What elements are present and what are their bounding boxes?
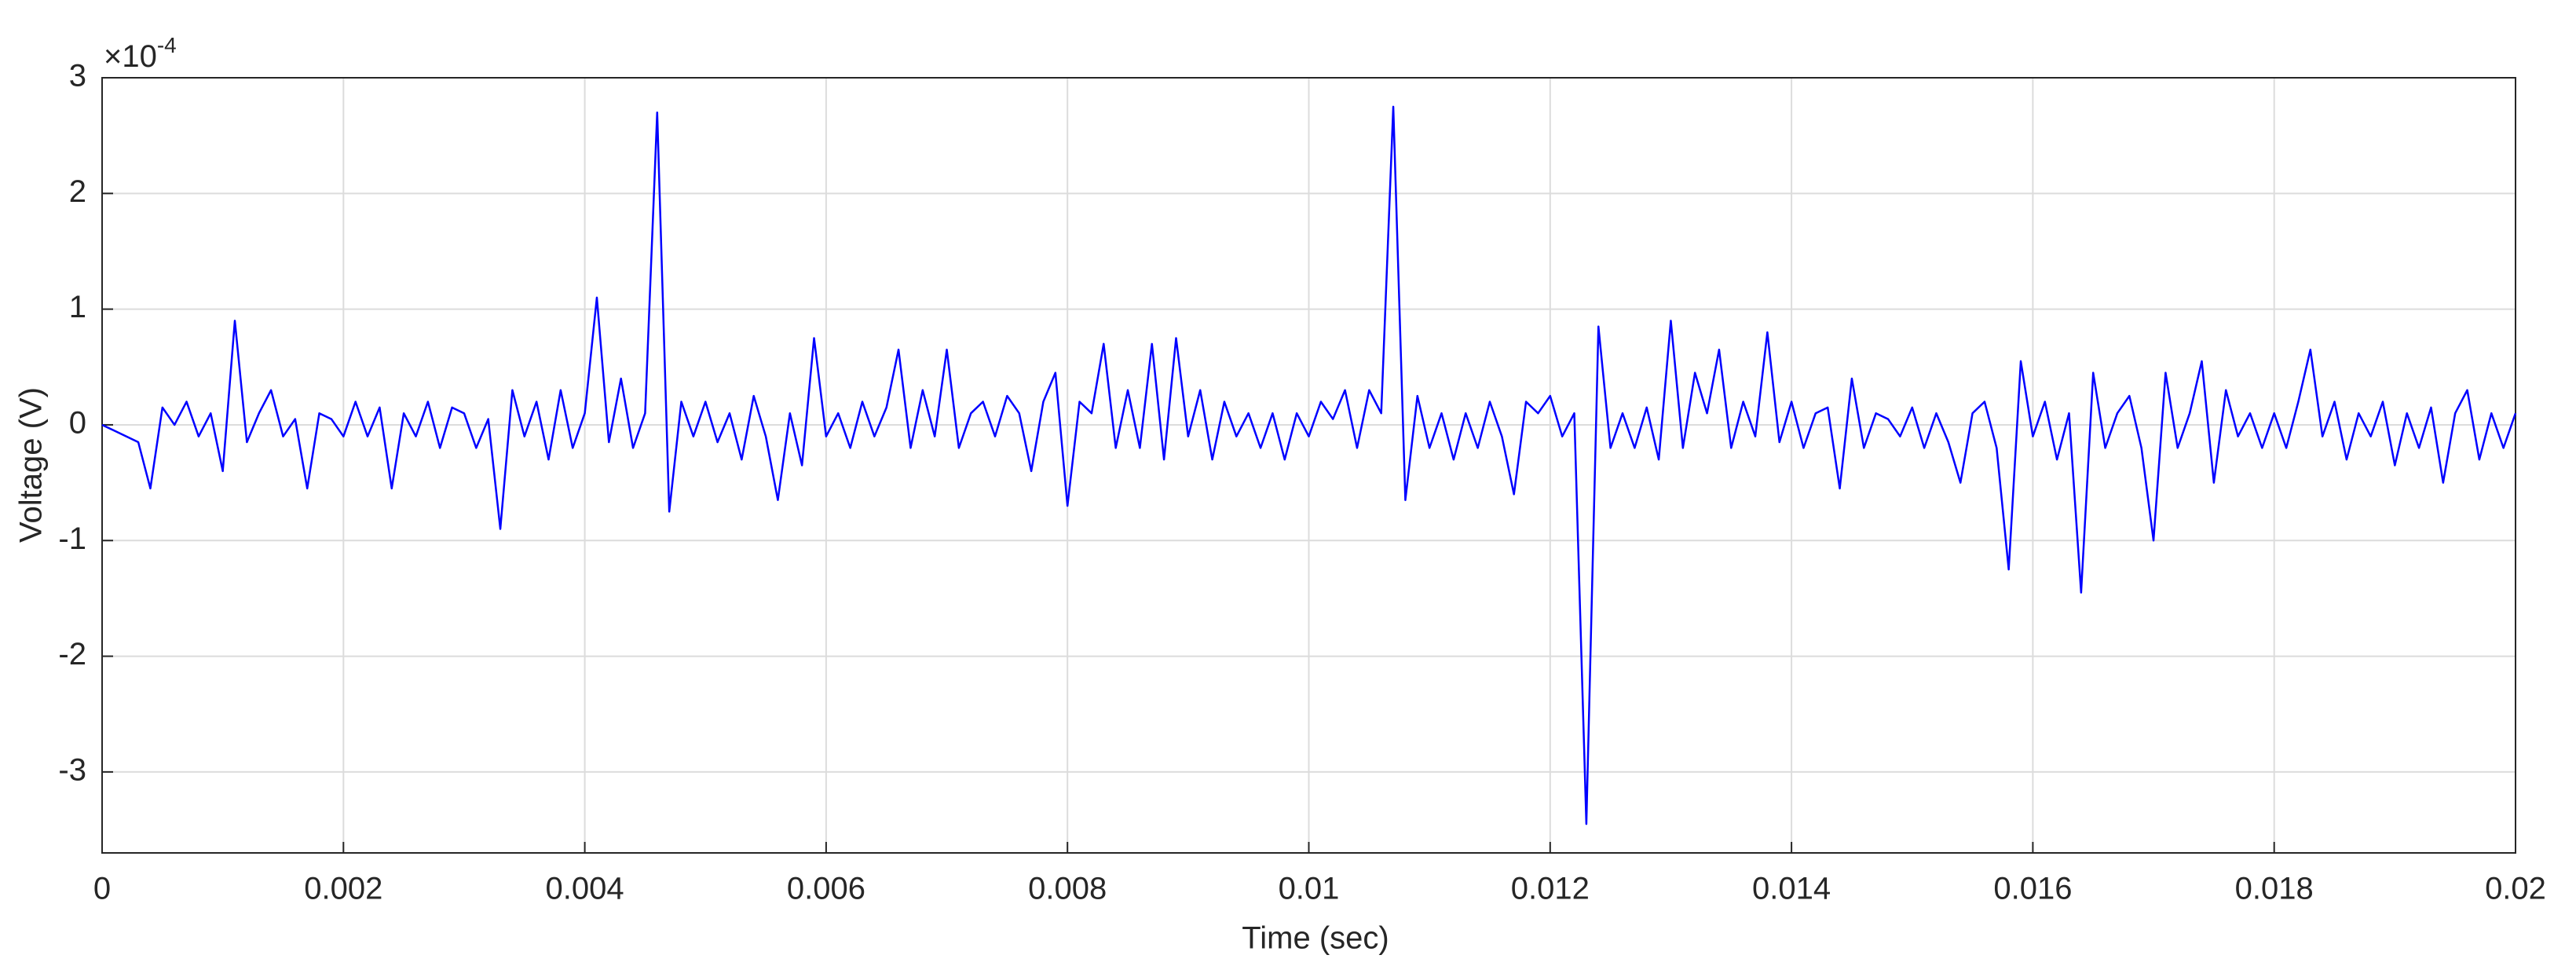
x-tick-label: 0.002 [304,872,382,906]
y-multiplier: ×10-4 [104,33,177,73]
y-tick-label: 2 [69,174,86,209]
y-tick-label: -3 [58,752,86,787]
x-tick-label: 0.006 [787,872,865,906]
y-tick-label: 3 [69,59,86,93]
x-tick-label: 0.014 [1752,872,1831,906]
y-tick-label: -2 [58,637,86,671]
y-multiplier-exponent: -4 [157,33,177,57]
x-tick-label: 0.012 [1511,872,1590,906]
y-tick-label: 0 [69,406,86,441]
y-multiplier-base: ×10 [104,39,157,74]
x-tick-label: 0.018 [2235,872,2314,906]
x-tick-label: 0.02 [2485,872,2546,906]
x-tick-label: 0.004 [546,872,624,906]
x-tick-label: 0.008 [1028,872,1107,906]
x-tick-label: 0.01 [1279,872,1340,906]
y-axis-label: Voltage (V) [14,387,49,543]
x-tick-label: 0 [93,872,111,906]
plot-frame [101,77,2516,854]
y-tick-label: 1 [69,290,86,324]
data-line [101,105,2517,825]
x-tick-label: 0.016 [1993,872,2072,906]
x-axis-label: Time (sec) [1242,921,1389,956]
y-tick-label: -1 [58,521,86,556]
